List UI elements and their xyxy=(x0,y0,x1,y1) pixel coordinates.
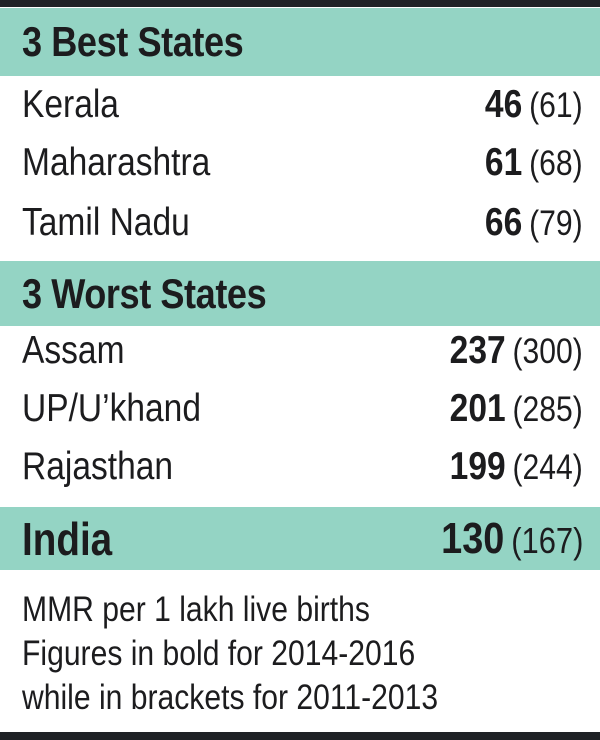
footnote-line: MMR per 1 lakh live births xyxy=(22,590,370,629)
mmr-2011-2013: (285) xyxy=(512,390,583,429)
state-name: Kerala xyxy=(22,83,119,126)
state-name: UP/U’khand xyxy=(22,387,201,430)
footnote-line: while in brackets for 2011-2013 xyxy=(22,678,439,717)
india-mmr-2011-2013: (167) xyxy=(510,519,583,561)
table-row: Kerala 46 (61) xyxy=(0,76,600,134)
state-name: Rajasthan xyxy=(22,445,174,488)
mmr-2014-2016: 199 xyxy=(449,445,506,488)
state-name: Tamil Nadu xyxy=(22,201,190,244)
table-row: Tamil Nadu 66 (79) xyxy=(0,194,600,252)
table-row: UP/U’khand 201 (285) xyxy=(0,380,600,438)
mmr-2014-2016: 201 xyxy=(449,387,506,430)
best-states-title: 3 Best States xyxy=(22,18,244,65)
footnotes: MMR per 1 lakh live births Figures in bo… xyxy=(0,574,600,732)
mmr-2011-2013: (300) xyxy=(512,332,583,371)
worst-states-title: 3 Worst States xyxy=(22,269,267,317)
footnote-line: Figures in bold for 2014-2016 xyxy=(22,634,416,673)
mmr-2014-2016: 61 xyxy=(485,141,523,184)
mmr-2011-2013: (79) xyxy=(529,204,583,243)
table-row: Maharashtra 61 (68) xyxy=(0,134,600,192)
table-row: Rajasthan 199 (244) xyxy=(0,438,600,496)
table-row: Assam 237 (300) xyxy=(0,322,600,380)
state-name: Maharashtra xyxy=(22,141,211,184)
mmr-2011-2013: (61) xyxy=(529,86,583,125)
mmr-2014-2016: 66 xyxy=(485,201,523,244)
mmr-2014-2016: 237 xyxy=(449,329,506,372)
mmr-2011-2013: (244) xyxy=(512,448,583,487)
india-mmr-2014-2016: 130 xyxy=(440,513,504,563)
top-frame-bar xyxy=(0,0,600,7)
worst-states-header: 3 Worst States xyxy=(0,261,600,326)
mmr-2014-2016: 46 xyxy=(485,83,523,126)
india-label: India xyxy=(22,512,113,565)
best-states-header: 3 Best States xyxy=(0,8,600,76)
mmr-2011-2013: (68) xyxy=(529,144,583,183)
india-total-row: India 130 (167) xyxy=(0,507,600,570)
state-name: Assam xyxy=(22,329,125,372)
bottom-frame-bar xyxy=(0,732,600,740)
